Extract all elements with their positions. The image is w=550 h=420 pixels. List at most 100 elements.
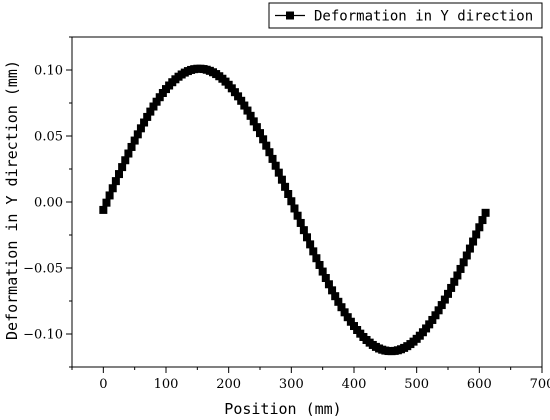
data-point [268,154,277,163]
data-point [243,106,252,115]
x-tick-label: 0 [99,377,107,392]
legend-box [268,2,543,29]
y-tick-label: −0.10 [23,328,63,343]
data-point [249,117,258,126]
data-point [340,308,349,317]
data-point [440,295,449,304]
legend-marker [286,11,294,20]
data-point [481,208,490,217]
x-tick-label: 400 [342,377,367,392]
data-point [146,107,155,116]
data-point [293,211,302,220]
data-point [256,129,264,138]
data-point [281,182,290,191]
data-point [425,320,434,329]
data-point [447,283,456,292]
data-point [321,274,330,283]
data-point [478,216,487,225]
data-point [99,205,108,214]
data-point [299,226,308,235]
x-axis-title: Position (mm) [224,400,341,418]
data-point [111,177,120,186]
data-point [315,260,324,269]
data-point [324,280,333,289]
data-point [121,156,130,165]
data-point [127,142,136,151]
legend: Deformation in Y direction [268,2,543,29]
data-point [431,311,440,320]
plot-area-frame [71,36,543,368]
data-point [240,101,249,110]
data-point [303,233,311,242]
data-point [346,317,355,326]
data-point [259,135,268,144]
data-point [265,148,274,157]
data-point [155,93,164,102]
data-point [318,267,327,276]
data-point [475,223,484,232]
x-tick-label: 500 [404,377,429,392]
data-point [428,315,437,324]
data-point [246,111,255,120]
data-point [331,292,340,301]
data-point [152,97,161,106]
data-point [287,197,296,206]
series-deformation [99,64,490,356]
data-point [309,247,318,256]
data-point [105,191,114,200]
data-point [262,141,271,150]
data-point [133,130,142,139]
data-point [230,88,239,97]
data-point [284,190,293,198]
data-point [130,136,139,145]
data-point [453,271,462,280]
data-point [271,161,280,170]
data-point [328,286,337,295]
data-point [108,184,117,193]
data-point [437,301,446,310]
data-point [462,251,471,260]
data-point [334,297,343,306]
y-tick-label: 0.10 [34,64,63,79]
legend-label: Deformation in Y direction [314,9,533,25]
data-point [140,118,149,127]
x-tick-label: 300 [279,377,304,392]
data-point [118,163,127,172]
data-point [274,168,283,177]
x-tick-label: 600 [467,377,492,392]
y-tick-label: 0.05 [34,130,63,145]
data-point [450,277,459,286]
data-point [434,306,443,315]
x-axis: 0 100 200 300 400 500 600 700 [71,367,550,392]
x-tick-label: 200 [216,377,241,392]
y-axis: −0.10 −0.05 0.00 0.05 0.10 [23,36,72,368]
data-point [237,96,246,105]
data-point [143,112,152,121]
data-point [296,218,305,227]
x-tick-label: 100 [154,377,179,392]
data-point [456,264,465,273]
data-point [115,170,123,179]
data-point [422,324,431,333]
data-point [459,258,468,267]
data-point [102,198,111,207]
y-tick-label: −0.05 [23,262,63,277]
data-point [277,175,286,184]
data-point [252,123,261,132]
data-point [149,102,158,111]
data-point [337,303,346,312]
data-point [234,92,243,101]
y-axis-title: Deformation in Y direction (mm) [3,60,21,340]
data-point [124,149,133,158]
data-point [343,313,352,322]
data-point [444,289,452,298]
data-point [469,237,478,246]
data-point [465,244,474,253]
data-point [312,254,321,263]
data-point [290,204,299,213]
x-tick-label: 700 [530,377,550,392]
data-point [136,124,145,133]
data-point [472,230,481,239]
y-tick-label: 0.00 [34,196,63,211]
